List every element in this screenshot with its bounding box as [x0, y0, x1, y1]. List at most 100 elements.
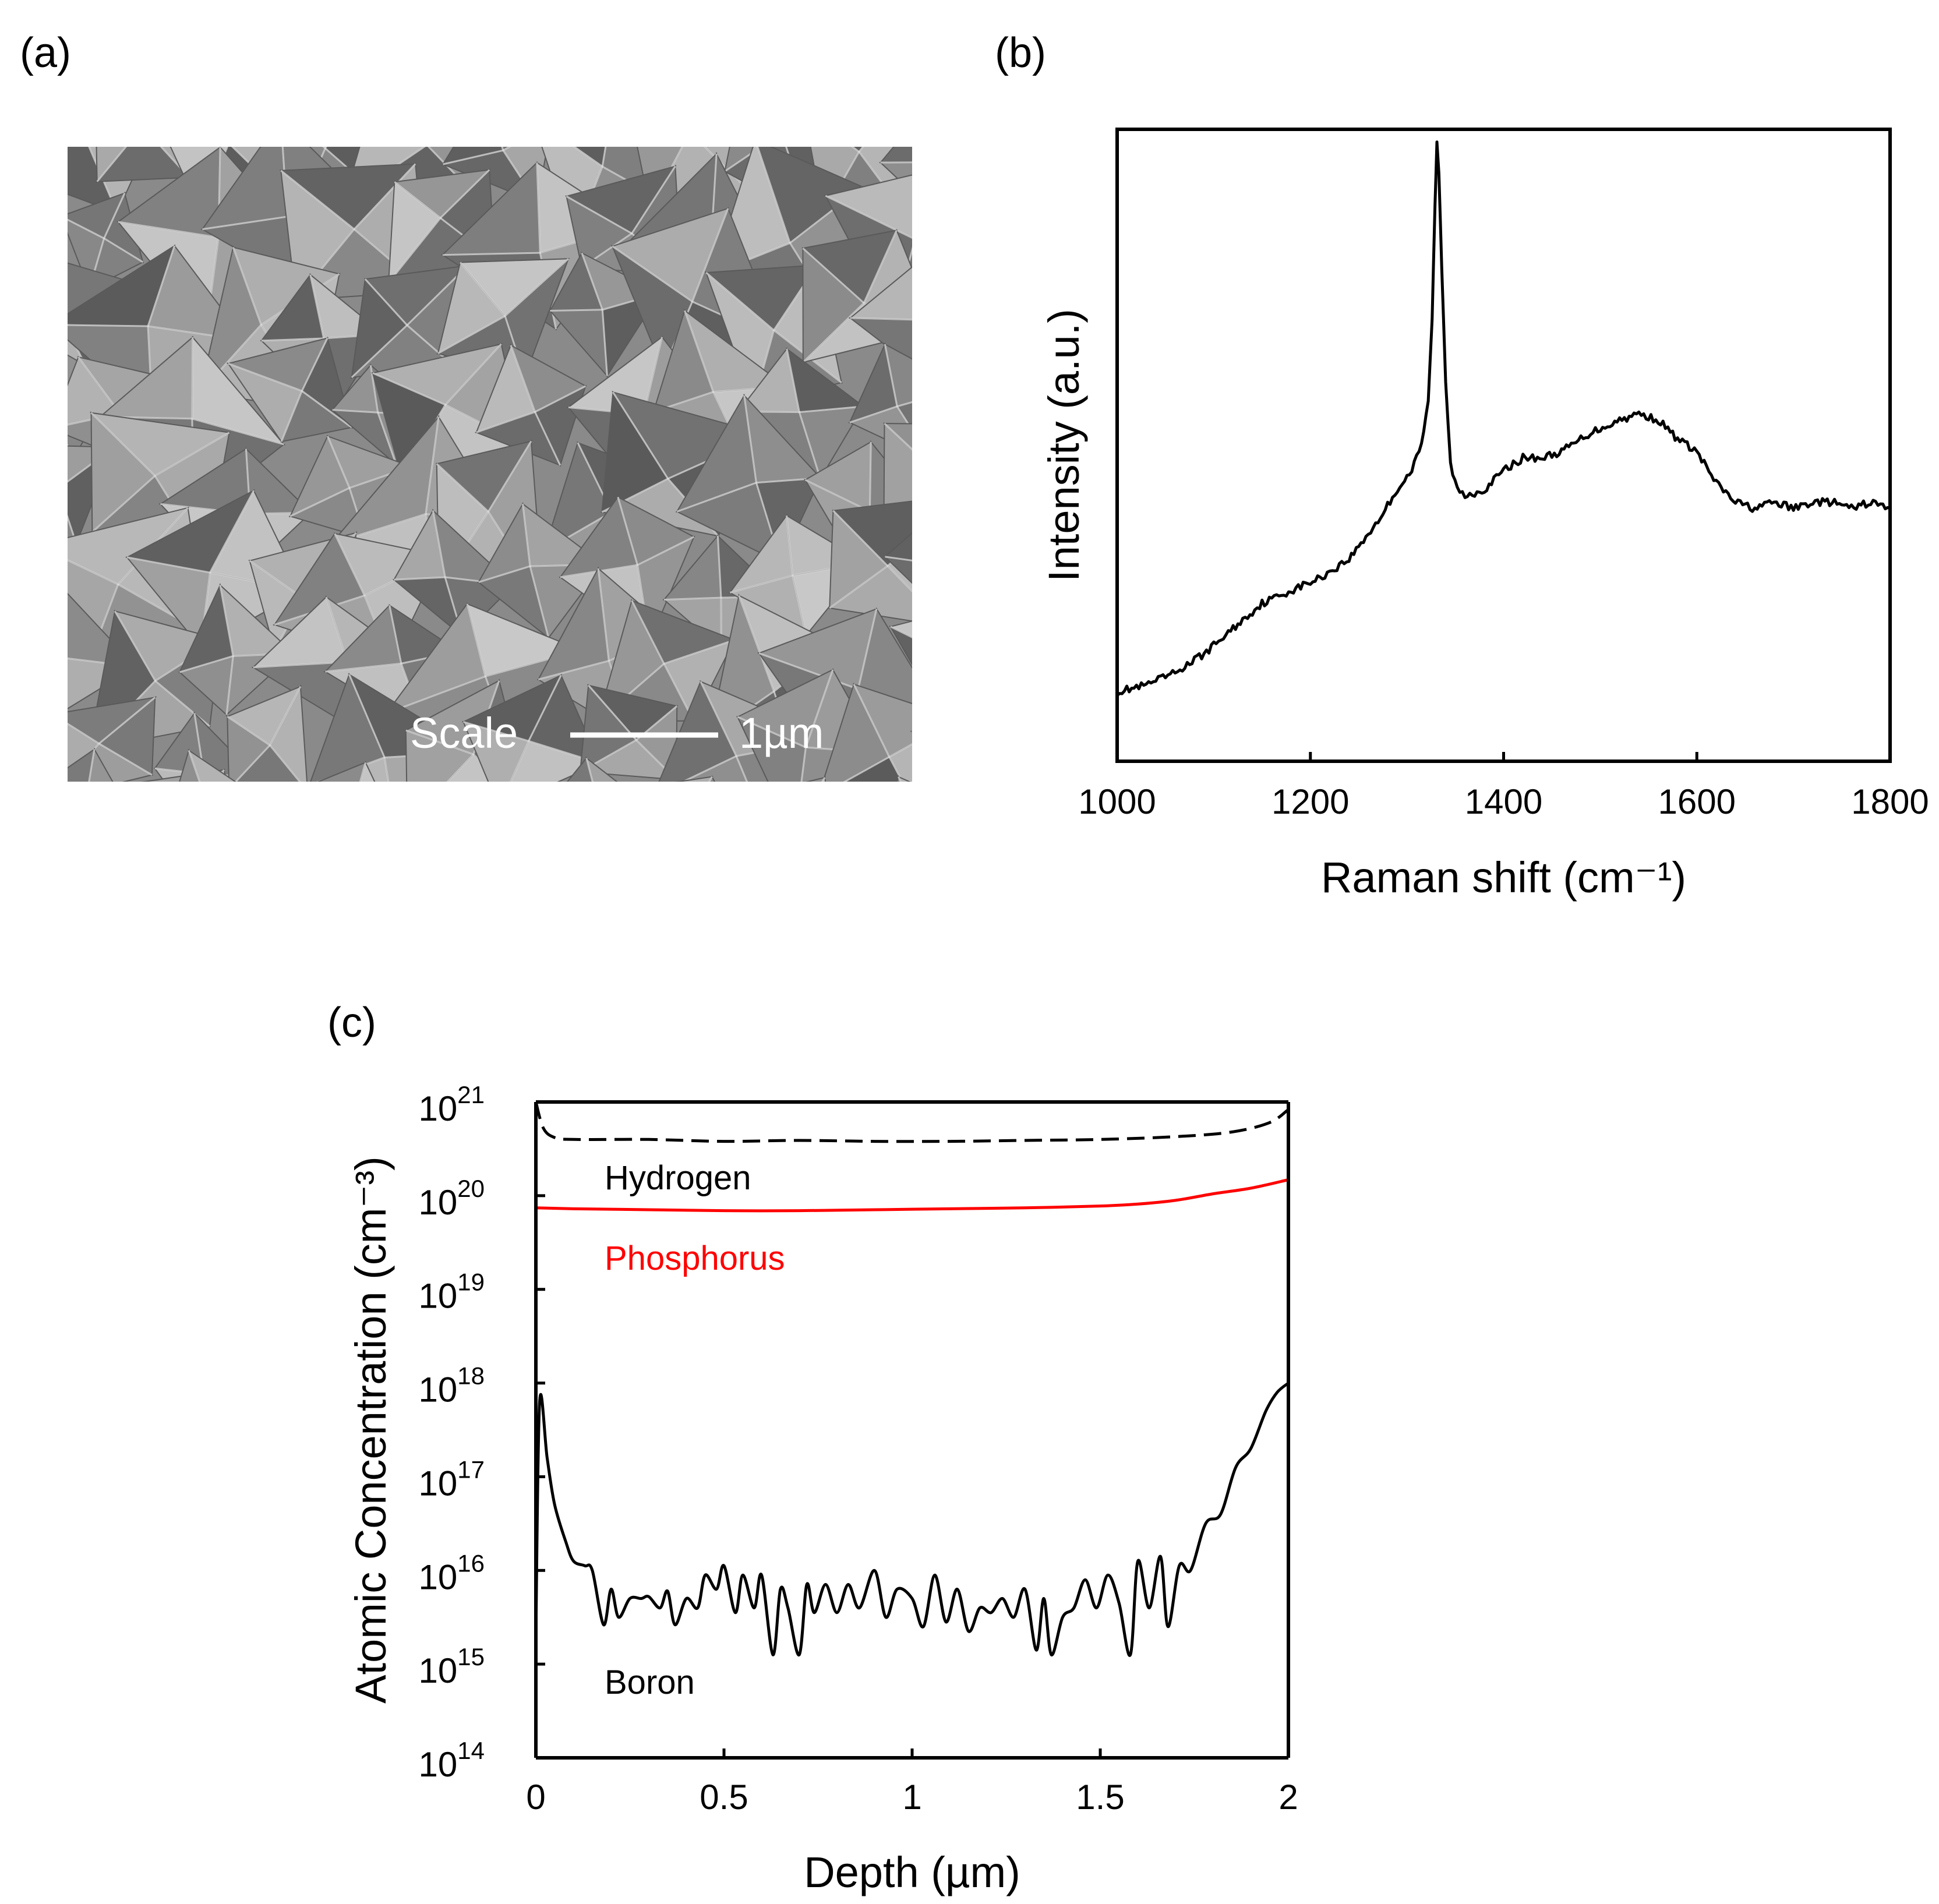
crystal-edge: [225, 656, 234, 715]
x-tick-label-c: 2: [1278, 1778, 1298, 1817]
crystal-facet: [68, 748, 96, 782]
x-tick-label-c: 0.5: [700, 1778, 748, 1817]
crystal-edge: [691, 208, 729, 302]
crystal-facet: [805, 776, 827, 782]
crystal-edge: [440, 169, 490, 219]
crystal-facet: [883, 556, 912, 584]
crystal-edge: [868, 441, 872, 512]
crystal-edge: [188, 750, 201, 782]
crystal-edge: [676, 482, 757, 513]
crystal-edge: [227, 716, 271, 746]
crystal-edge: [889, 743, 912, 758]
crystal-edge: [510, 345, 536, 412]
crystal-facet: [188, 748, 236, 782]
crystal-edge: [522, 504, 531, 567]
crystal-edge: [588, 684, 637, 741]
crystal-edge: [843, 756, 890, 782]
crystal-edge: [534, 385, 587, 413]
crystal-edge: [853, 684, 891, 758]
crystal-edge: [432, 510, 446, 578]
raman-spectrum-line: [1116, 140, 1891, 697]
crystal-edge: [327, 436, 351, 489]
crystal-edge: [536, 163, 541, 253]
crystal-edge: [617, 497, 638, 566]
crystal-edge: [729, 574, 793, 594]
crystal-edge: [538, 660, 609, 681]
x-tick-label-c: 1.5: [1076, 1778, 1124, 1817]
crystal-edge: [351, 324, 408, 379]
crystal-edge: [301, 337, 329, 391]
crystal-edge: [154, 432, 230, 477]
crystal-edge: [269, 744, 301, 782]
phosphorus-label: Phosphorus: [605, 1239, 785, 1277]
crystal-edge: [597, 568, 610, 661]
crystal-edge: [77, 356, 121, 414]
crystal-edge: [301, 390, 352, 429]
crystal-edge: [446, 754, 474, 782]
hydrogen-line: [534, 1101, 1290, 1143]
crystal-edge: [825, 195, 912, 239]
sem-micrograph: Scale 1µm: [68, 147, 912, 782]
crystal-edge: [896, 401, 912, 408]
crystal-edge: [364, 278, 408, 326]
crystal-edge: [832, 510, 889, 567]
crystal-edge: [463, 721, 529, 742]
crystal-edge: [253, 661, 348, 669]
y-axis-label-c: Atomic Concentration (cm⁻³): [347, 1156, 395, 1704]
crystal-edge: [377, 412, 397, 465]
crystal-edge: [857, 608, 878, 690]
crystal-edge: [443, 149, 504, 165]
y-tick-label-c: 1021: [419, 1081, 485, 1128]
scale-label: Scale: [410, 709, 518, 757]
crystal-edge: [348, 674, 386, 758]
crystal-edge: [890, 626, 912, 638]
phosphorus-line: [535, 1178, 1289, 1213]
crystal-facet: [897, 775, 911, 782]
y-axis-label-b: Intensity (a.u.): [1040, 309, 1088, 582]
crystal-edge: [68, 324, 149, 327]
crystal-edge: [179, 655, 234, 673]
crystal-edge: [280, 390, 303, 442]
crystal-edge: [228, 362, 302, 392]
crystal-edge: [757, 147, 791, 243]
crystal-edge: [850, 317, 912, 321]
crystal-edge: [716, 535, 722, 598]
crystal-edge: [437, 315, 506, 355]
crystal-edge: [737, 716, 807, 748]
crystal-edge: [849, 405, 898, 423]
crystal-edge: [802, 248, 865, 304]
crystal-facet: [889, 620, 912, 638]
crystal-edge: [334, 533, 366, 596]
crystal-edge: [383, 757, 390, 782]
crystal-edge: [478, 565, 531, 584]
x-tick-label-c: 1: [902, 1778, 921, 1817]
y-tick-label-c: 1019: [419, 1269, 485, 1316]
crystal-edge: [705, 271, 775, 331]
crystal-edge: [444, 343, 502, 405]
crystal-edge: [488, 440, 532, 513]
crystal-edge: [88, 749, 96, 782]
crystal-edge: [800, 747, 807, 782]
y-tick-label-c: 1015: [419, 1643, 485, 1690]
crystal-edge: [289, 487, 350, 517]
crystal-edge: [637, 536, 695, 566]
crystal-edge: [118, 221, 219, 239]
crystal-edge: [880, 161, 912, 164]
crystal-edge: [631, 165, 676, 234]
crystal-edge: [504, 258, 569, 317]
crystal-edge: [232, 247, 262, 326]
y-tick-label-c: 1018: [419, 1362, 485, 1410]
panel-a-label: (a): [20, 30, 71, 76]
crystal-edge: [269, 686, 302, 746]
crystal-edge: [758, 652, 859, 690]
crystal-edge: [103, 237, 144, 263]
crystal-edge: [332, 409, 378, 414]
crystal-edge: [884, 344, 898, 407]
crystal-edge: [325, 596, 348, 663]
crystal-edge: [114, 610, 156, 681]
y-tick-label-c: 1020: [419, 1175, 485, 1222]
crystal-edge: [394, 576, 446, 581]
crystal-edge: [68, 514, 77, 544]
crystal-edge: [829, 565, 888, 609]
crystal-edge: [359, 762, 367, 782]
